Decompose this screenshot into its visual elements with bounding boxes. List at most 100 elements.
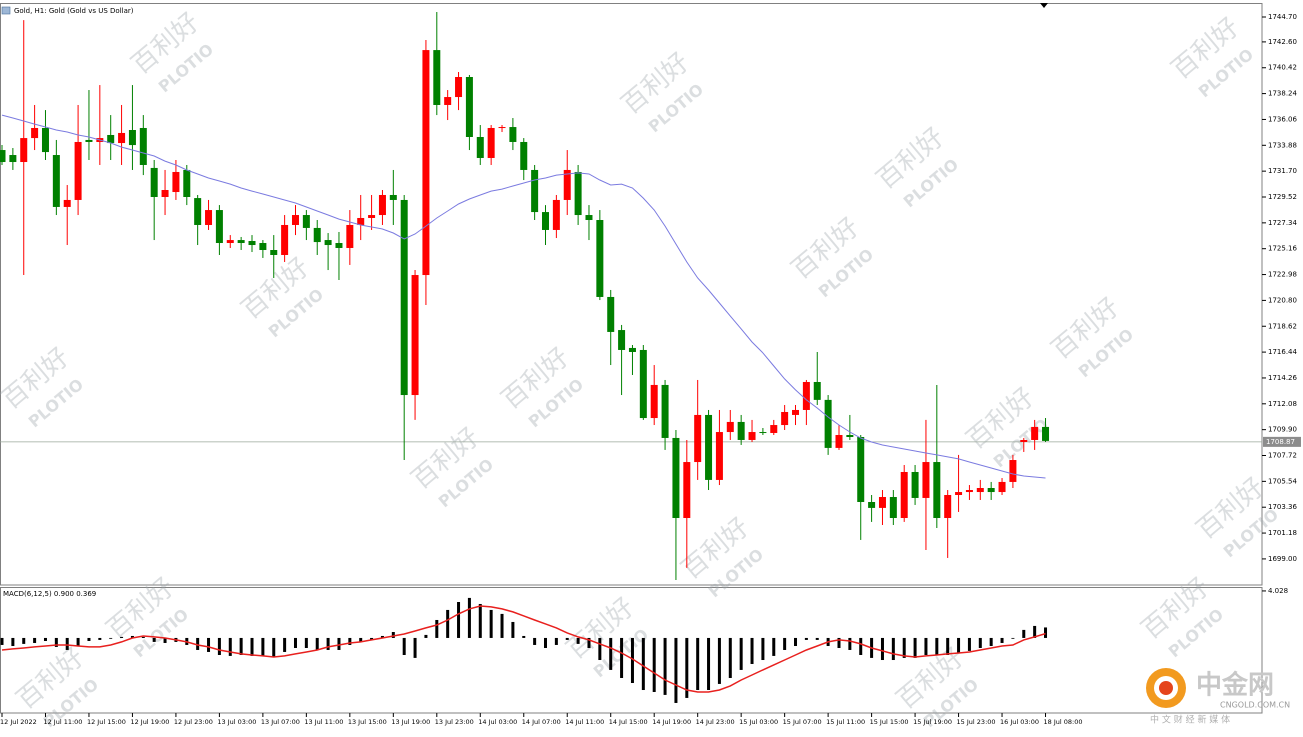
- candle-body: [465, 76, 473, 137]
- candle-body: [770, 425, 778, 433]
- macd-bar: [163, 637, 167, 643]
- candle-body: [574, 171, 582, 216]
- x-tick-label: 13 Jul 19:00: [391, 718, 430, 726]
- macd-bar: [207, 637, 211, 652]
- candle-body: [400, 199, 408, 396]
- candle-body: [1020, 439, 1028, 442]
- macd-pane: [0, 587, 1263, 714]
- last-price-label: 1708.87: [1266, 438, 1295, 446]
- candle-body: [1042, 426, 1050, 441]
- candle-body: [498, 127, 506, 129]
- y-tick-label: 1722.98: [1268, 271, 1297, 279]
- candle-body: [792, 409, 800, 415]
- x-tick-label: 13 Jul 11:00: [304, 718, 343, 726]
- candle-body: [270, 250, 278, 255]
- candle-body: [118, 132, 126, 144]
- candle-body: [596, 220, 604, 297]
- x-tick-label: 12 Jul 11:00: [43, 718, 82, 726]
- macd-bar: [913, 637, 917, 658]
- macd-bar: [1044, 627, 1048, 638]
- x-tick-label: 16 Jul 03:00: [1000, 718, 1039, 726]
- y-tick-label: 1714.26: [1268, 374, 1297, 382]
- candle-body: [531, 169, 539, 213]
- candle-body: [563, 169, 571, 200]
- x-tick-label: 12 Jul 2022: [0, 718, 37, 726]
- candle-body: [672, 437, 680, 519]
- macd-bar: [880, 637, 884, 661]
- candle-body: [509, 127, 517, 142]
- y-tick-label: 1703.36: [1268, 503, 1297, 511]
- candle-body: [965, 490, 973, 493]
- macd-bar: [957, 637, 961, 654]
- macd-bar: [707, 637, 711, 691]
- macd-bar: [261, 637, 265, 656]
- candle-body: [976, 488, 984, 493]
- macd-bar: [457, 602, 461, 638]
- candle-body: [824, 399, 832, 448]
- macd-bar: [739, 637, 743, 670]
- macd-bar: [522, 635, 526, 638]
- macd-bar: [783, 637, 787, 650]
- candle-body: [74, 141, 82, 200]
- macd-bar: [391, 632, 395, 638]
- macd-bar: [109, 637, 113, 639]
- logo-core: [1159, 681, 1173, 695]
- macd-bar: [576, 637, 580, 644]
- candle-body: [802, 381, 810, 410]
- macd-bar: [326, 637, 330, 650]
- candle-body: [705, 414, 713, 480]
- candle-body: [183, 169, 191, 197]
- y-tick-label: 1725.16: [1268, 245, 1297, 253]
- candle-body: [226, 240, 234, 244]
- candle-body: [335, 243, 343, 248]
- macd-bar: [141, 636, 145, 638]
- candle-body: [889, 497, 897, 519]
- candle-body: [9, 155, 17, 163]
- macd-bar: [348, 637, 352, 645]
- macd-bar: [891, 637, 895, 661]
- candle-body: [933, 462, 941, 519]
- y-tick-label: 1742.60: [1268, 38, 1297, 46]
- candle-body: [781, 411, 789, 426]
- y-tick-label: 1701.18: [1268, 529, 1297, 537]
- macd-bar: [293, 637, 297, 648]
- y-tick-label: 1718.62: [1268, 322, 1297, 330]
- macd-bar: [98, 637, 102, 640]
- x-tick-label: 14 Jul 11:00: [565, 718, 604, 726]
- candle-body: [715, 432, 723, 480]
- last-price-box: [1263, 436, 1301, 447]
- macd-bar: [1033, 625, 1037, 638]
- candle-body: [868, 501, 876, 508]
- candle-body: [248, 240, 256, 246]
- macd-bar: [304, 637, 308, 648]
- x-tick-label: 15 Jul 03:00: [739, 718, 778, 726]
- macd-bar: [402, 637, 406, 655]
- candle-body: [324, 240, 332, 246]
- macd-bar: [370, 637, 374, 640]
- footer-logo: 中金网 CNGOLD.COM.CN 中 文 财 经 新 媒 体: [1146, 668, 1290, 726]
- candle-body: [357, 217, 365, 225]
- macd-bar: [946, 637, 950, 655]
- macd-bar: [652, 637, 656, 692]
- candle-body: [683, 462, 691, 519]
- candle-body: [215, 210, 223, 244]
- macd-bar: [815, 637, 819, 640]
- x-tick-label: 18 Jul 08:00: [1044, 718, 1083, 726]
- candle-body: [835, 434, 843, 448]
- macd-bar: [620, 637, 624, 678]
- candle-body: [259, 243, 267, 251]
- candle-body: [552, 199, 560, 230]
- chart-title: Gold, H1: Gold (Gold vs US Dollar): [14, 7, 134, 15]
- macd-bar: [359, 637, 363, 642]
- y-tick-label: 1736.06: [1268, 115, 1297, 123]
- candle-body: [650, 384, 658, 419]
- candle-body: [922, 462, 930, 498]
- logo-site: CNGOLD.COM.CN: [1220, 701, 1290, 710]
